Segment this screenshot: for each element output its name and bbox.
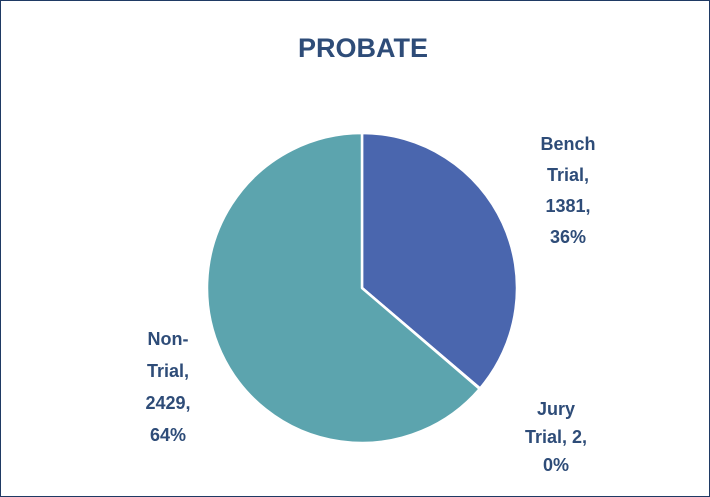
data-label: Bench xyxy=(540,134,595,154)
chart-title: PROBATE xyxy=(298,33,428,63)
data-label: Jury xyxy=(537,399,575,419)
pie-slice xyxy=(205,131,481,445)
data-label: 0% xyxy=(543,455,569,475)
data-label: Trial, xyxy=(547,165,589,185)
data-label: Trial, xyxy=(147,361,189,381)
pie-slice xyxy=(360,131,519,390)
data-label: Non- xyxy=(148,329,189,349)
data-label: 2429, xyxy=(145,393,190,413)
data-label: 64% xyxy=(150,425,186,445)
data-label: Trial, 2, xyxy=(525,427,587,447)
data-label: 1381, xyxy=(545,196,590,216)
data-label: 36% xyxy=(550,227,586,247)
